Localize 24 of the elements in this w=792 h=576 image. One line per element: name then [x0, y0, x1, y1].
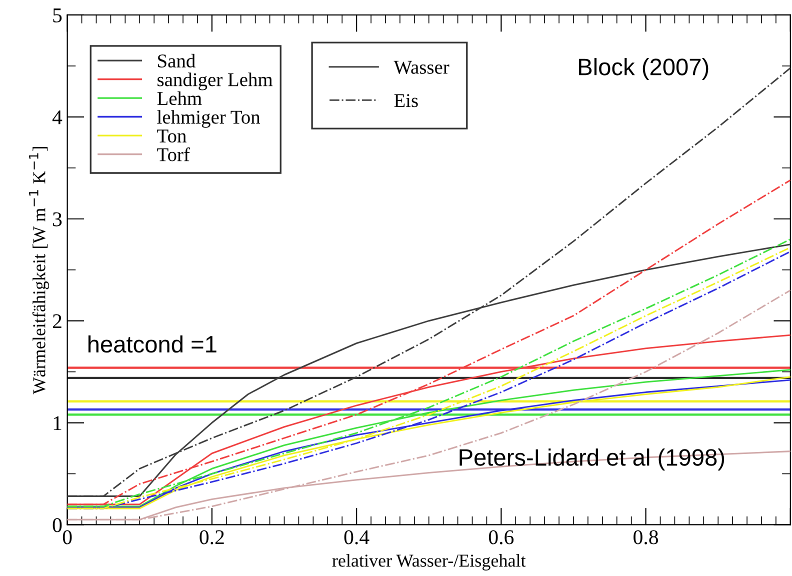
x-tick-label: 0.8	[634, 530, 658, 544]
y-tick-label: 5	[53, 8, 62, 22]
y-tick-label: 4	[52, 110, 62, 124]
legend-label: Sand	[158, 54, 196, 68]
y-tick-label: 2	[52, 314, 62, 328]
legend-label: lehmiger Ton	[157, 110, 260, 128]
x-tick-label: 0.4	[344, 530, 370, 544]
y-tick-label: 1	[54, 416, 62, 430]
annotation: Wasser	[394, 60, 450, 74]
x-tick-label: 0	[62, 530, 72, 544]
legend-label: Ton	[157, 130, 186, 143]
x-tick-label: 0.6	[488, 530, 514, 544]
y-axis-title: Wärmeleitfähigkeit [W m$^{−1}$ K$^{−1}$]	[29, 146, 50, 394]
annotation: Peters-Lidard et al (1998)	[460, 448, 724, 470]
annotation: heatcond =1	[88, 335, 216, 353]
y-tick-label: 0	[52, 518, 62, 532]
legend-label: Torf	[157, 147, 190, 162]
x-tick-label: 0.2	[200, 530, 224, 544]
x-axis-title: relativer Wasser-/Eisgehalt	[332, 554, 526, 570]
annotation: Block (2007)	[579, 58, 708, 80]
legend-label: Lehm	[157, 91, 202, 106]
y-tick-label: 3	[53, 212, 62, 226]
annotation: Eis	[394, 94, 418, 108]
legend-label: sandiger Lehm	[158, 72, 273, 90]
